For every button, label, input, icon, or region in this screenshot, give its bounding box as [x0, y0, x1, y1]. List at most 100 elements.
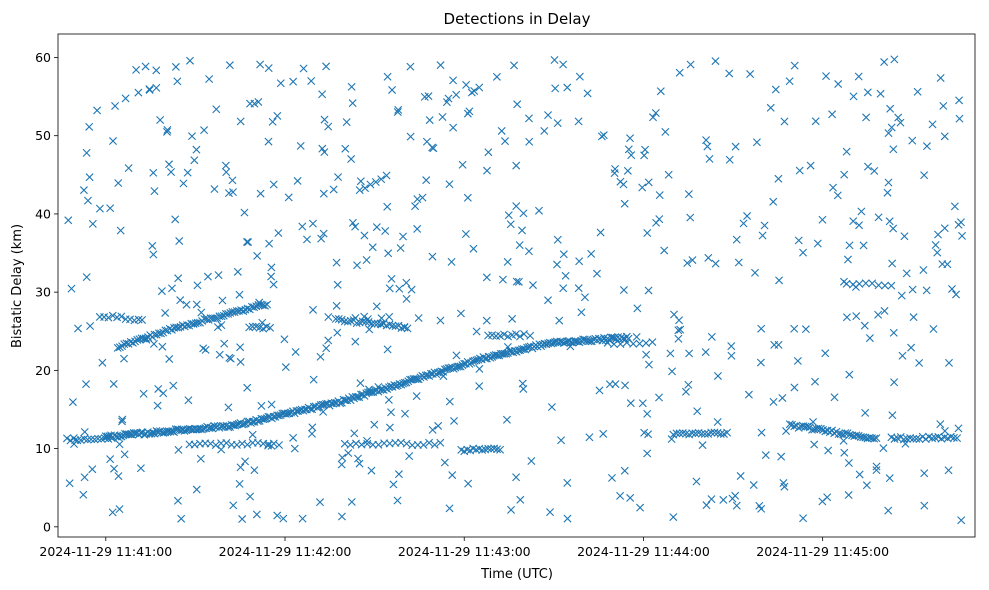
detection-point — [117, 312, 126, 321]
detection-point — [842, 147, 851, 156]
detection-point — [425, 116, 434, 125]
detection-point — [346, 316, 355, 325]
detection-point — [517, 345, 526, 354]
detection-point — [366, 180, 375, 189]
detection-point — [309, 305, 318, 314]
detection-point — [880, 281, 889, 290]
detection-point — [341, 144, 350, 153]
detection-point — [931, 433, 940, 442]
detection-point — [241, 457, 250, 466]
detection-point — [692, 477, 701, 486]
detection-point — [268, 117, 277, 126]
detection-point — [953, 434, 962, 443]
detection-point — [233, 267, 242, 276]
detection-point — [919, 265, 928, 274]
detection-point — [482, 273, 491, 282]
x-tick-label: 2024-11-29 11:44:00 — [577, 544, 710, 559]
detection-point — [361, 184, 370, 193]
detection-point — [266, 323, 275, 332]
detection-point — [940, 224, 949, 233]
detection-point — [275, 441, 284, 450]
detection-point — [607, 473, 616, 482]
detection-point — [643, 449, 652, 458]
detection-point — [863, 162, 872, 171]
detection-point — [232, 440, 241, 449]
detection-point — [464, 479, 473, 488]
detection-point — [139, 334, 148, 343]
detection-point — [876, 89, 885, 98]
detection-point — [635, 339, 644, 348]
detection-point — [713, 371, 722, 380]
detection-point — [909, 434, 918, 443]
detection-point — [334, 314, 343, 323]
detection-point — [150, 330, 159, 339]
detection-point — [660, 246, 669, 255]
detection-point — [559, 284, 568, 293]
detection-point — [436, 61, 445, 70]
detection-point — [387, 274, 396, 283]
detection-point — [616, 491, 625, 500]
detection-point — [559, 60, 568, 69]
detection-point — [583, 89, 592, 98]
detection-point — [694, 428, 703, 437]
detection-point — [728, 494, 737, 503]
detection-point — [407, 285, 416, 294]
detection-point — [701, 348, 710, 357]
detection-point — [385, 312, 394, 321]
detection-point — [574, 117, 583, 126]
detection-point — [289, 433, 298, 442]
detection-point — [167, 168, 176, 176]
detection-point — [406, 62, 415, 71]
detection-point — [376, 319, 385, 328]
detection-point — [248, 430, 257, 439]
detection-point — [115, 431, 124, 440]
detection-point — [656, 87, 665, 96]
detection-point — [540, 126, 549, 135]
detection-point — [854, 72, 863, 81]
detection-point — [757, 504, 766, 513]
detection-point — [698, 441, 707, 450]
detection-point — [264, 137, 273, 146]
detection-point — [445, 397, 454, 406]
detection-point — [775, 276, 784, 285]
detection-point — [461, 229, 470, 238]
detection-point — [79, 186, 88, 195]
detection-point — [703, 142, 712, 151]
detection-point — [387, 408, 395, 417]
detection-point — [667, 435, 676, 444]
detection-point — [793, 356, 802, 365]
detection-point — [82, 148, 91, 157]
detection-point — [886, 104, 895, 113]
detection-point — [643, 409, 652, 418]
detection-point — [192, 145, 201, 154]
detection-point — [944, 358, 953, 367]
detection-point — [936, 73, 945, 82]
detection-point — [668, 367, 677, 376]
detection-point — [324, 122, 333, 131]
detection-point — [862, 481, 871, 490]
detection-point — [318, 90, 327, 99]
detection-point — [438, 113, 447, 121]
detection-point — [370, 420, 379, 429]
detection-point — [934, 230, 943, 239]
detection-point — [496, 445, 505, 454]
detection-point — [863, 88, 872, 97]
detection-point — [844, 458, 853, 467]
detection-point — [632, 332, 641, 341]
detection-point — [644, 360, 653, 369]
detection-point — [122, 339, 131, 348]
detection-point — [371, 178, 380, 187]
detection-point — [855, 279, 864, 288]
detection-point — [82, 273, 91, 282]
detection-point — [221, 161, 230, 170]
detection-point — [688, 429, 697, 438]
detection-point — [394, 105, 403, 114]
detection-point — [587, 249, 596, 258]
detection-point — [279, 514, 288, 523]
detection-point — [190, 156, 199, 165]
detection-point — [182, 300, 191, 309]
detection-point — [344, 449, 353, 458]
detection-point — [394, 470, 403, 479]
detection-point — [955, 96, 964, 105]
detection-point — [592, 269, 601, 278]
